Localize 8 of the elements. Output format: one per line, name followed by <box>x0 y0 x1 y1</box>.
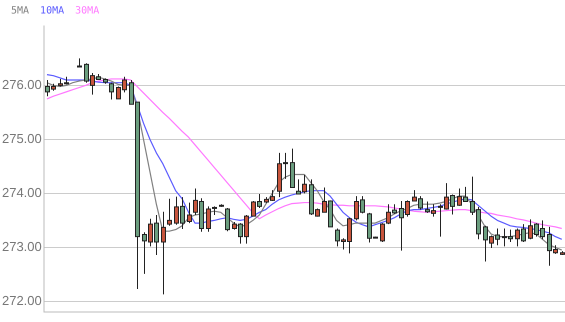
y-tick-label: 274.00 <box>2 184 42 200</box>
y-tick-label: 272.00 <box>2 292 42 308</box>
y-tick-label: 276.00 <box>2 76 42 92</box>
y-tick-label: 273.00 <box>2 238 42 254</box>
text: 30MA <box>75 6 100 17</box>
text: 10MA <box>40 6 64 17</box>
text: 5MA <box>11 6 30 17</box>
y-tick-label: 275.00 <box>2 130 42 146</box>
